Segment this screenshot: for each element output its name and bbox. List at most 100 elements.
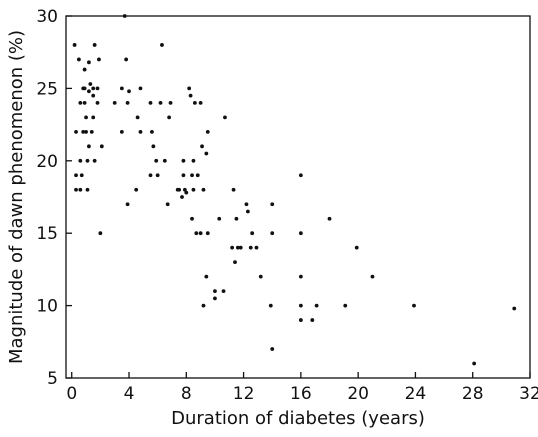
- data-point: [233, 260, 237, 265]
- data-point: [204, 151, 209, 156]
- data-point: [181, 158, 186, 163]
- data-point: [95, 100, 100, 105]
- data-point: [298, 274, 303, 279]
- data-point: [148, 100, 153, 105]
- data-point: [213, 296, 217, 301]
- data-point: [119, 129, 124, 134]
- data-point: [177, 187, 182, 192]
- data-point: [370, 274, 375, 279]
- data-point: [221, 289, 226, 294]
- data-point: [310, 318, 315, 322]
- data-point: [298, 231, 303, 236]
- data-point: [231, 187, 236, 192]
- data-point: [254, 245, 259, 250]
- data-point: [258, 274, 263, 279]
- data-point: [74, 129, 78, 134]
- data-point: [234, 216, 239, 221]
- data-point: [245, 209, 250, 214]
- data-point: [84, 129, 88, 134]
- data-point: [412, 303, 416, 308]
- x-tick-label: 0: [66, 384, 77, 404]
- data-point: [72, 43, 77, 47]
- data-point: [89, 129, 94, 134]
- data-point: [84, 115, 88, 120]
- data-point: [270, 202, 275, 207]
- data-point: [82, 67, 87, 72]
- data-point: [195, 173, 200, 178]
- data-point: [250, 231, 255, 236]
- x-tick-label: 20: [347, 384, 369, 404]
- data-point: [235, 245, 240, 250]
- data-point: [188, 93, 193, 98]
- data-point: [87, 60, 91, 65]
- data-point: [165, 202, 170, 207]
- data-point: [270, 231, 275, 236]
- data-point: [158, 100, 163, 105]
- x-tick-label: 16: [290, 384, 312, 404]
- y-tick-label: 15: [36, 224, 58, 244]
- data-points: [72, 14, 517, 366]
- data-point: [168, 100, 173, 105]
- data-point: [150, 129, 154, 134]
- data-point: [201, 303, 206, 308]
- y-tick-label: 25: [36, 79, 58, 99]
- data-point: [85, 187, 90, 192]
- data-point: [298, 303, 303, 308]
- data-point: [268, 303, 273, 308]
- data-point: [298, 318, 303, 322]
- data-point: [248, 245, 253, 250]
- data-point: [87, 144, 91, 149]
- x-tick-label: 8: [181, 384, 192, 404]
- data-point: [138, 129, 143, 134]
- data-point: [182, 187, 187, 192]
- x-tick-label: 24: [405, 384, 427, 404]
- data-point: [198, 100, 203, 105]
- data-point: [238, 245, 243, 250]
- data-point: [512, 306, 517, 311]
- data-point: [244, 202, 249, 207]
- data-point: [191, 187, 196, 192]
- data-point: [122, 14, 127, 18]
- data-point: [160, 43, 164, 47]
- data-point: [343, 303, 348, 308]
- data-point: [213, 289, 217, 294]
- data-point: [162, 158, 167, 163]
- data-point: [127, 89, 131, 94]
- data-point: [230, 245, 235, 250]
- data-point: [112, 100, 117, 105]
- data-point: [148, 173, 153, 178]
- data-point: [85, 158, 90, 163]
- data-point: [125, 202, 130, 207]
- data-point: [87, 89, 91, 94]
- data-point: [138, 86, 143, 91]
- data-point: [125, 100, 130, 105]
- data-point: [155, 173, 160, 178]
- data-point: [192, 100, 197, 105]
- data-point: [98, 231, 103, 236]
- y-tick-label: 30: [36, 7, 58, 27]
- data-point: [201, 187, 206, 192]
- data-point: [205, 129, 210, 134]
- data-point: [205, 231, 210, 236]
- plot-frame: [65, 15, 531, 379]
- data-point: [354, 245, 359, 250]
- data-point: [88, 82, 93, 86]
- data-point: [314, 303, 319, 308]
- data-point: [190, 173, 194, 178]
- data-point: [92, 43, 97, 47]
- data-point: [198, 231, 203, 236]
- data-point: [181, 173, 186, 178]
- data-point: [92, 158, 97, 163]
- data-point: [472, 361, 477, 366]
- y-axis-title: Magnitude of dawn phenomenon (%): [6, 30, 27, 364]
- data-point: [81, 129, 86, 134]
- x-tick-label: 32: [519, 384, 538, 404]
- data-point: [194, 231, 199, 236]
- x-tick-label: 4: [124, 384, 135, 404]
- data-point: [151, 144, 156, 149]
- data-point: [78, 100, 83, 105]
- data-point: [82, 86, 87, 91]
- y-axis-ticks: 5 10 15 20 25 30: [36, 7, 72, 389]
- data-point: [298, 173, 303, 178]
- data-point: [91, 86, 96, 91]
